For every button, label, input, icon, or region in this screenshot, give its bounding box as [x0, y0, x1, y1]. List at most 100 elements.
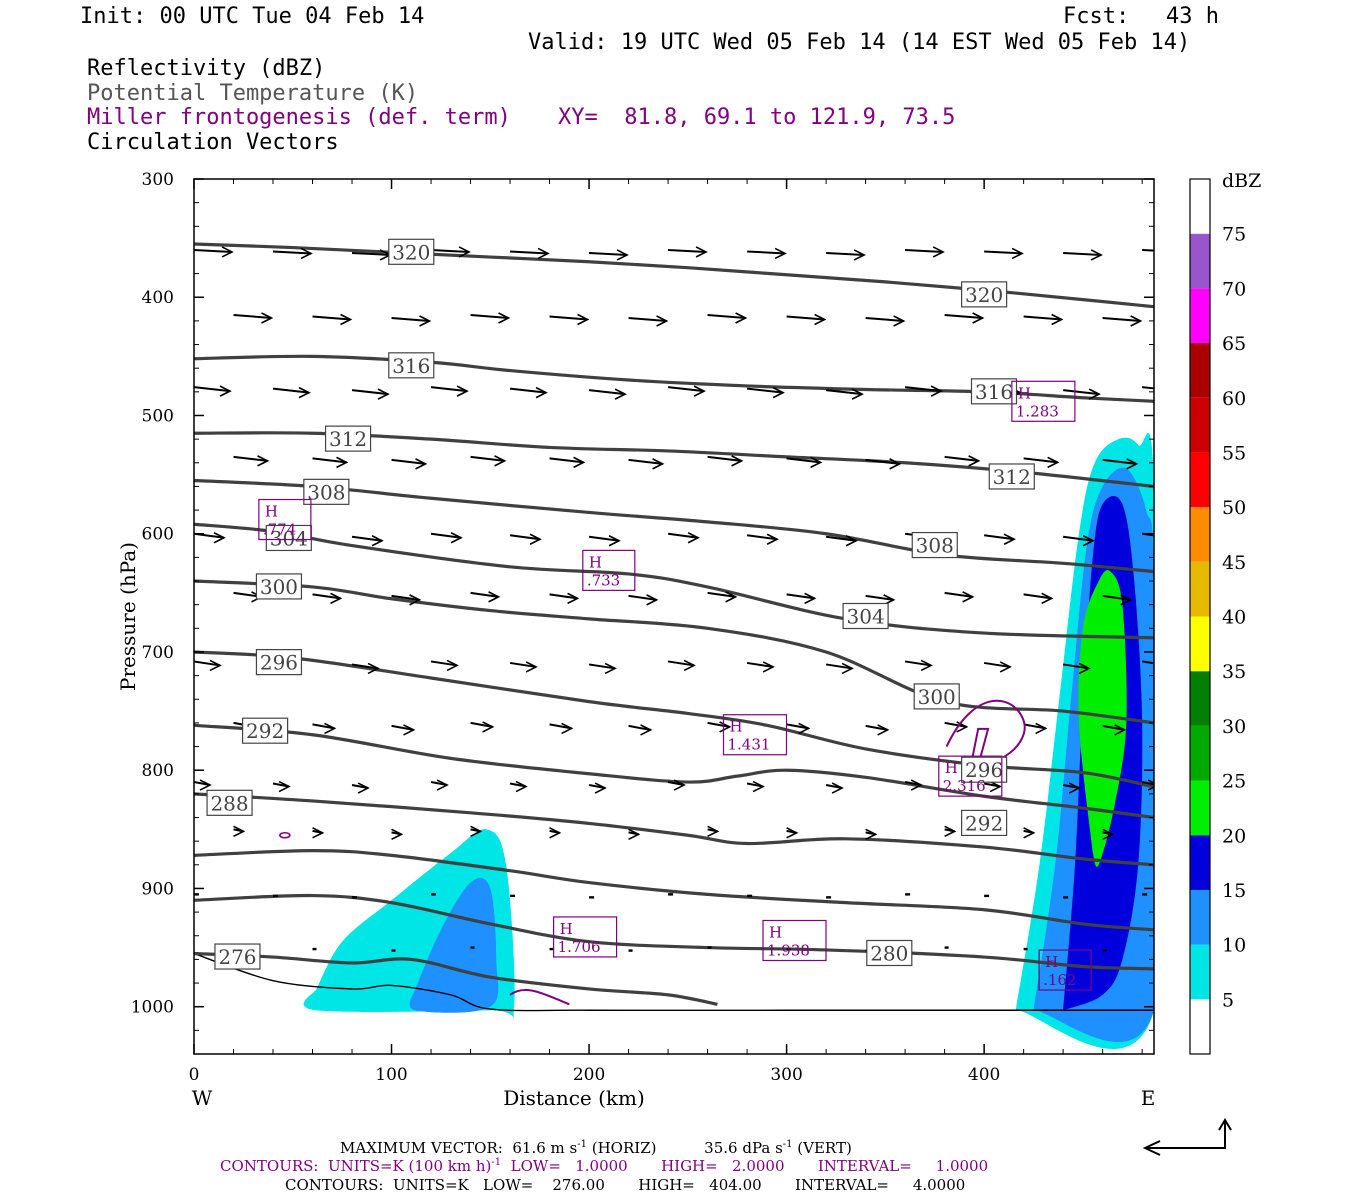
colorbar-swatch — [1190, 397, 1210, 453]
theta-label-288-box — [206, 789, 253, 816]
circulation-vector-head — [1126, 458, 1139, 470]
circulation-vector — [589, 251, 628, 256]
circulation-vector — [351, 389, 389, 396]
fronto-high-label: H — [729, 718, 742, 736]
circulation-vector-head — [1158, 660, 1168, 670]
colorbar-label: 5 — [1222, 989, 1234, 1011]
circulation-vector — [430, 248, 470, 253]
circulation-vector — [628, 724, 651, 731]
fronto-high-value: .774 — [263, 521, 296, 539]
circulation-vector-head — [608, 535, 621, 547]
circulation-vector-head — [683, 659, 696, 672]
theta-label-304-box — [265, 524, 312, 552]
circulation-vector — [707, 313, 746, 319]
fronto-contour — [279, 831, 291, 839]
circulation-vector-head — [515, 780, 528, 793]
fronto-high-value: .733 — [587, 571, 620, 589]
max-vector-vert-exp: -1 — [782, 1139, 793, 1150]
circulation-vector — [430, 386, 468, 393]
circulation-vector — [272, 250, 312, 255]
circulation-vector — [588, 663, 616, 670]
circulation-vector — [628, 458, 663, 465]
circulation-vector — [865, 594, 894, 601]
reference-vector — [1145, 1120, 1226, 1149]
circulation-vector — [667, 532, 699, 539]
fronto-high-label: H — [560, 920, 573, 938]
fronto-high-label: H — [945, 759, 958, 777]
theta-label-280-box — [866, 939, 913, 967]
circulation-vector-head — [1082, 535, 1095, 547]
circulation-vector — [786, 593, 815, 600]
circulation-vector — [825, 535, 857, 542]
circulation-vector-head — [549, 827, 562, 839]
circulation-vector-head — [1068, 782, 1081, 794]
circulation-vector — [668, 248, 707, 253]
fronto-high-box — [1038, 949, 1092, 991]
circulation-vector — [312, 457, 347, 464]
theta-label-296: 296 — [965, 758, 1003, 782]
circulation-vector-head — [932, 246, 945, 258]
circulation-vector — [1141, 781, 1154, 786]
cross-section-endpoints: XY= 81.8, 69.1 to 121.9, 73.5 — [558, 105, 956, 130]
circulation-vector-head — [865, 828, 878, 841]
theta-contour-284 — [194, 849, 1154, 932]
circulation-vector — [194, 386, 231, 393]
theta-label-280: 280 — [870, 941, 908, 965]
circulation-vector — [549, 593, 578, 600]
colorbar-unit: dBZ — [1222, 170, 1261, 192]
theta-label-292: 292 — [965, 811, 1003, 835]
circulation-vector — [707, 455, 742, 462]
theta-label-296-box — [255, 649, 303, 676]
x-tick-label: 0 — [189, 1065, 200, 1085]
fronto-high-box — [553, 916, 618, 958]
circulation-vector-head — [628, 828, 641, 841]
fronto-high-value: 1.706 — [558, 938, 601, 956]
circulation-vector — [865, 458, 900, 465]
circulation-vector-head — [687, 532, 700, 544]
field-vectors: Circulation Vectors — [87, 130, 339, 155]
valid-time: Valid: 19 UTC Wed 05 Feb 14 (14 EST Wed … — [528, 30, 1191, 55]
circulation-vector-head — [1041, 592, 1054, 605]
theta-label-320-box — [388, 238, 435, 265]
circulation-vector — [430, 660, 458, 667]
circulation-vector-head — [1078, 662, 1091, 675]
circulation-vector-head — [567, 592, 580, 605]
fronto-contour-range: LOW= 1.0000 HIGH= 2.0000 INTERVAL= 1.000… — [501, 1157, 989, 1175]
circulation-vector — [786, 315, 825, 321]
colorbar-swatch — [1190, 889, 1210, 945]
circulation-vector — [194, 248, 233, 253]
circulation-vector — [391, 316, 430, 322]
circulation-vector-head — [257, 455, 270, 467]
circulation-vector-head — [573, 456, 586, 469]
circulation-vector — [1063, 535, 1094, 542]
circulation-vector-head — [436, 779, 449, 791]
circulation-vector-head — [616, 249, 629, 261]
circulation-vector-head — [1120, 594, 1133, 606]
circulation-vector-head — [209, 659, 222, 672]
circulation-vector-head — [762, 661, 775, 673]
circulation-vector-head — [419, 315, 432, 327]
theta-label-292: 292 — [246, 719, 284, 743]
circulation-vector-head — [458, 246, 471, 258]
reflectivity-region-10dbz — [409, 877, 499, 1013]
circulation-vector-head — [786, 827, 799, 839]
reference-vector-head — [1142, 1140, 1161, 1156]
circulation-vector-head — [841, 662, 854, 675]
circulation-vector-head — [766, 533, 779, 545]
circulation-vector — [1102, 458, 1137, 465]
theta-label-300: 300 — [918, 685, 956, 709]
circulation-vector-head — [831, 782, 844, 794]
circulation-vector — [905, 386, 942, 393]
forecast-label: Fcst: — [1063, 4, 1130, 29]
field-frontogenesis: Miller frontogenesis (def. term) — [87, 105, 511, 130]
theta-contour-288 — [194, 792, 1154, 867]
circulation-vector — [470, 721, 493, 728]
circulation-vector-head — [233, 825, 246, 838]
colorbar-label: 45 — [1222, 552, 1246, 574]
circulation-vector-head — [261, 312, 274, 324]
circulation-vector-head — [1003, 533, 1016, 545]
colorbar-label: 60 — [1222, 388, 1246, 410]
circulation-vector-head — [693, 385, 706, 397]
theta-label-312: 312 — [993, 465, 1031, 489]
